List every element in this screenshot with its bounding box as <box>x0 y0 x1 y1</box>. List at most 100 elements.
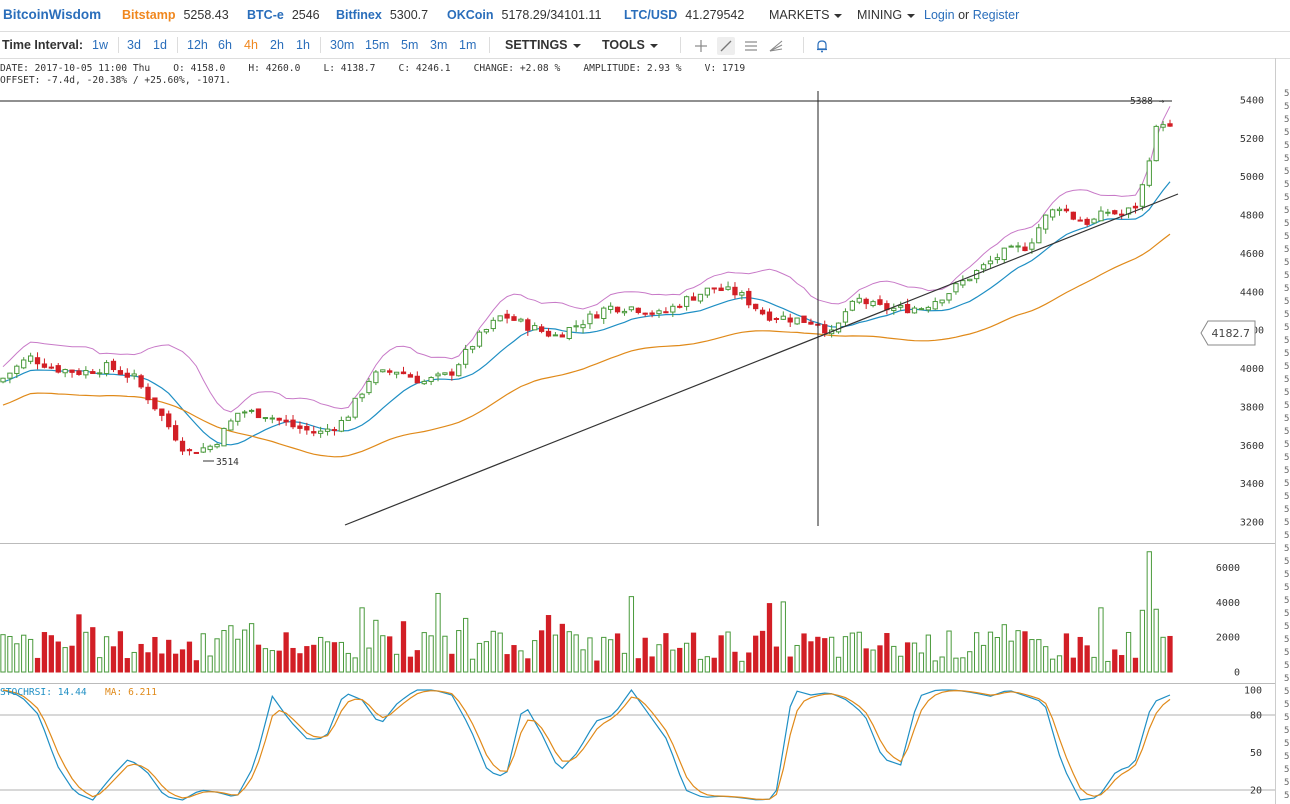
line-draw-icon[interactable] <box>717 37 735 55</box>
alarm-bell-icon[interactable] <box>813 37 831 55</box>
side-axis-fragment: 52 <box>1284 505 1290 515</box>
side-axis-fragment: 52 <box>1284 453 1290 463</box>
candle-body <box>0 377 6 383</box>
volume-bar <box>124 658 130 673</box>
side-axis-fragment: 52 <box>1284 765 1290 775</box>
side-axis-fragment: 52 <box>1284 362 1290 372</box>
candle-body <box>877 299 883 305</box>
interval-1d[interactable]: 1d <box>153 38 167 52</box>
trend-line <box>344 193 1179 526</box>
exchange-name: Bitstamp <box>122 8 176 22</box>
login-link[interactable]: Login <box>924 8 955 22</box>
interval-1m[interactable]: 1m <box>459 38 477 52</box>
volume-bar <box>331 642 338 673</box>
volume-bar <box>1063 633 1070 673</box>
candle-body <box>504 313 510 319</box>
candle-body <box>221 427 227 447</box>
volume-bar <box>573 634 579 673</box>
candle-body <box>980 264 987 270</box>
volume-bar <box>338 641 345 673</box>
price-axis-tick: 4600 <box>1240 249 1264 260</box>
chevron-down-icon <box>834 13 843 18</box>
crosshair-price-tag <box>1200 320 1256 346</box>
volume-bar <box>725 631 731 673</box>
price-axis-tick: 3800 <box>1240 402 1264 413</box>
side-axis-fragment: 52 <box>1284 180 1290 190</box>
stochrsi-value-label: STOCHRSI: 14.44 <box>0 687 87 698</box>
volume-bar <box>242 629 248 673</box>
settings-menu[interactable]: SETTINGS <box>505 38 581 52</box>
interval-12h[interactable]: 12h <box>187 38 208 52</box>
candle-body <box>324 428 331 432</box>
exchange-btce[interactable]: BTC-e 2546 <box>247 8 320 22</box>
volume-bar <box>884 633 890 673</box>
volume-bar <box>946 630 952 673</box>
price-axis-tick: 4800 <box>1240 211 1264 222</box>
candle-body <box>1105 211 1111 214</box>
interval-6h[interactable]: 6h <box>218 38 232 52</box>
volume-bar <box>642 637 648 673</box>
site-logo[interactable]: BitcoinWisdom <box>3 7 102 22</box>
side-axis-fragment: 52 <box>1284 310 1290 320</box>
exchange-ltcusd[interactable]: LTC/USD 41.279542 <box>624 8 744 22</box>
candle-body <box>62 368 68 374</box>
interval-2h[interactable]: 2h <box>270 38 284 52</box>
interval-15m[interactable]: 15m <box>365 38 390 52</box>
volume-bar <box>69 645 75 673</box>
volume-bar <box>145 652 151 673</box>
volume-bar <box>490 630 496 673</box>
volume-bar <box>1139 609 1146 673</box>
interval-1w[interactable]: 1w <box>92 38 108 52</box>
horizontal-lines-icon[interactable] <box>742 37 760 55</box>
exchange-bitfinex[interactable]: Bitfinex 5300.7 <box>336 8 428 22</box>
interval-4h[interactable]: 4h <box>244 38 258 52</box>
candle-body <box>69 369 75 373</box>
side-axis-fragment: 52 <box>1284 427 1290 437</box>
candle-body <box>690 296 697 301</box>
rsi-axis-tick: 50 <box>1250 748 1262 759</box>
price-axis-tick: 4000 <box>1240 364 1264 375</box>
crosshair-icon[interactable] <box>692 37 710 55</box>
candle-body <box>490 319 496 330</box>
volume-bar <box>1056 655 1063 673</box>
exchange-okcoin[interactable]: OKCoin 5178.29/34101.11 <box>447 8 601 22</box>
side-axis-fragment: 52 <box>1284 141 1290 151</box>
interval-3d[interactable]: 3d <box>127 38 141 52</box>
volume-bar <box>870 649 876 673</box>
candle-body <box>1119 213 1125 216</box>
candle-body <box>525 319 531 331</box>
candle-body <box>1084 218 1090 225</box>
side-axis-fragment: 52 <box>1284 102 1290 112</box>
candle-body <box>469 346 476 350</box>
candle-body <box>366 380 372 394</box>
volume-bar <box>387 636 393 673</box>
markets-menu[interactable]: MARKETS <box>769 8 843 22</box>
low-price-label: 3514 <box>216 457 239 468</box>
volume-bar <box>1029 639 1035 673</box>
interval-30m[interactable]: 30m <box>330 38 355 52</box>
candle-body <box>1049 209 1056 218</box>
volume-bar <box>1160 636 1166 673</box>
volume-bar <box>276 650 282 673</box>
exchange-bitstamp[interactable]: Bitstamp 5258.43 <box>122 8 229 22</box>
fan-icon[interactable] <box>767 37 785 55</box>
side-axis-fragment: 52 <box>1284 687 1290 697</box>
exchange-price: 5258.43 <box>183 8 229 22</box>
interval-1h[interactable]: 1h <box>296 38 310 52</box>
tools-menu[interactable]: TOOLS <box>602 38 658 52</box>
candle-body <box>608 305 614 310</box>
offset-info-line: OFFSET: -7.4d, -20.38% / +25.60%, -1071. <box>0 75 232 86</box>
candle-body <box>248 409 255 412</box>
volume-bar <box>76 614 82 673</box>
volume-bar <box>318 636 324 673</box>
volume-bar <box>262 648 269 673</box>
candle-body <box>587 313 593 325</box>
volume-bar <box>1084 645 1090 673</box>
register-link[interactable]: Register <box>972 8 1020 22</box>
interval-3m[interactable]: 3m <box>430 38 448 52</box>
moving-average-blue-line <box>2 181 1171 446</box>
mining-menu[interactable]: MINING <box>857 8 916 22</box>
side-axis-fragment: 52 <box>1284 271 1290 281</box>
interval-5m[interactable]: 5m <box>401 38 419 52</box>
